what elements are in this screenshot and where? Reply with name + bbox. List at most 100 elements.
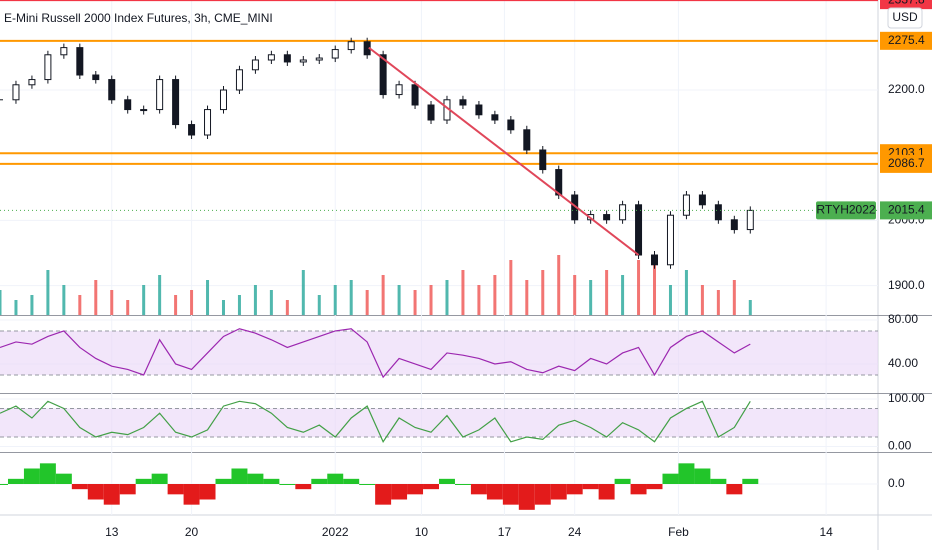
candle	[411, 84, 419, 106]
candle	[666, 214, 674, 266]
candle	[60, 47, 68, 56]
y-tick-label: 80.00	[888, 312, 918, 326]
candle	[698, 194, 706, 206]
histogram-bar	[470, 484, 487, 495]
histogram-bar	[247, 473, 264, 484]
volume-bar	[477, 285, 481, 315]
candle	[603, 214, 611, 221]
candle	[315, 57, 323, 61]
candle	[635, 204, 643, 256]
volume-bar	[301, 270, 305, 315]
pane: 100.00 0.00	[0, 391, 925, 453]
volume-bar	[748, 300, 752, 315]
volume-bar	[317, 295, 321, 315]
volume-bar	[684, 270, 688, 315]
volume-bar	[285, 300, 289, 315]
y-tick-label: 1900.0	[888, 278, 925, 292]
x-tick-label: 13	[105, 525, 119, 539]
pane: 80.00 40.00	[0, 312, 918, 379]
histogram-bar	[742, 478, 759, 484]
volume-bar	[637, 260, 641, 315]
histogram-bar	[231, 468, 248, 484]
histogram-bar	[151, 473, 168, 484]
candle	[251, 59, 259, 71]
histogram-bar	[694, 468, 711, 484]
candle	[28, 79, 36, 86]
histogram-bar	[534, 484, 551, 505]
histogram-bar	[518, 484, 535, 510]
level-label: 2275.4	[888, 33, 925, 47]
volume-bar	[78, 295, 82, 315]
histogram-bar	[0, 484, 8, 485]
indicator-line	[0, 400, 751, 444]
candle	[124, 99, 132, 111]
volume-bar	[94, 280, 98, 315]
candle	[651, 254, 659, 266]
histogram-bar	[55, 473, 72, 484]
y-tick-label: 0.0	[888, 476, 905, 490]
histogram-bar	[566, 484, 583, 495]
level-box	[880, 154, 932, 173]
x-tick-label: 20	[185, 525, 199, 539]
level-box	[880, 31, 932, 50]
candle	[76, 47, 84, 76]
pane: 2200.02000.01900.0RTYH20222015.42337.822…	[0, 0, 932, 315]
candle	[92, 74, 100, 81]
candle	[379, 54, 387, 96]
candle	[555, 169, 563, 196]
volume-bar	[253, 285, 257, 315]
histogram-bar	[439, 478, 455, 484]
volume-bar	[445, 280, 449, 315]
histogram-bar	[391, 484, 408, 500]
candle	[156, 79, 164, 111]
histogram-bar	[614, 478, 631, 484]
chart-title: E-Mini Russell 2000 Index Futures, 3h, C…	[4, 11, 273, 25]
y-tick-label: 40.00	[888, 356, 918, 370]
volume-bar	[381, 275, 385, 315]
candle	[730, 219, 738, 231]
x-tick-label: Feb	[668, 525, 689, 539]
y-tick-label: 100.00	[888, 391, 925, 405]
histogram-bar	[263, 478, 280, 484]
pane: 0.0	[0, 463, 905, 510]
histogram-bar	[678, 463, 695, 484]
volume-bar	[732, 280, 736, 315]
candle	[188, 124, 196, 136]
volume-bar	[573, 275, 577, 315]
histogram-bar	[646, 484, 663, 490]
candle	[235, 69, 243, 91]
histogram-bar	[103, 484, 120, 505]
candle	[491, 114, 499, 121]
volume-bar	[605, 270, 609, 315]
candle	[395, 84, 403, 96]
y-tick-label: 2200.0	[888, 82, 925, 96]
volume-bar	[525, 280, 529, 315]
volume-bar	[237, 295, 241, 315]
histogram-bar	[167, 484, 184, 495]
histogram-bar	[71, 484, 88, 490]
candle	[619, 204, 627, 221]
candle	[299, 59, 307, 63]
volume-bar	[333, 285, 337, 315]
histogram-bar	[630, 484, 647, 495]
volume-bar	[397, 285, 401, 315]
volume-bar	[716, 290, 720, 315]
histogram-bar	[327, 473, 344, 484]
candle	[427, 104, 435, 121]
candle	[44, 54, 52, 81]
histogram-bar	[726, 484, 743, 495]
histogram-bar	[502, 484, 519, 505]
histogram-bar	[375, 484, 392, 505]
histogram-bar	[662, 473, 679, 484]
x-tick-label: 24	[568, 525, 582, 539]
volume-bar	[30, 295, 34, 315]
volume-bar	[541, 270, 545, 315]
volume-bar	[413, 290, 417, 315]
histogram-bar	[215, 478, 232, 484]
level-box	[880, 0, 932, 10]
candle	[140, 109, 148, 112]
candle	[108, 79, 116, 101]
x-tick-label: 10	[415, 525, 429, 539]
histogram-bar	[550, 484, 567, 500]
